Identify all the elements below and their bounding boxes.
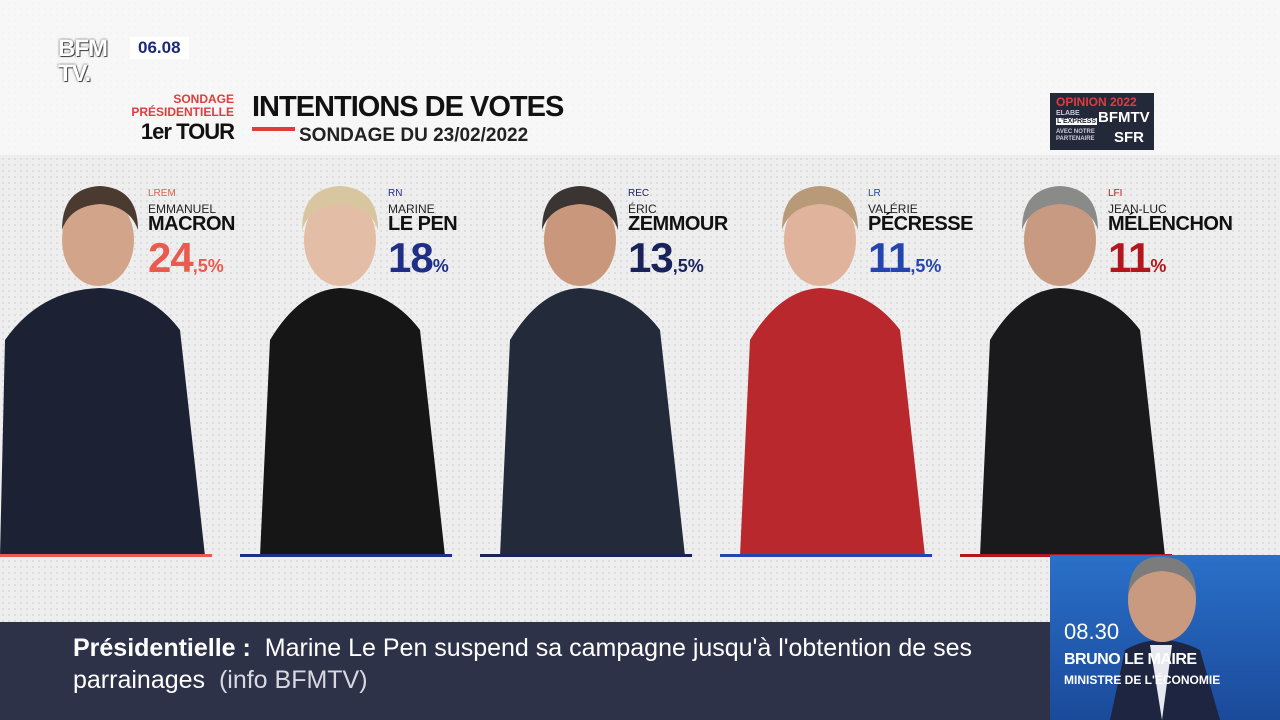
guest-role: MINISTRE DE L'ÉCONOMIE [1064,673,1221,687]
party: REC [628,188,650,199]
score-whole: 18 [388,234,434,281]
underline [0,554,212,557]
score: 13,5% [628,234,704,282]
party: LR [868,188,881,199]
subtitle: SONDAGE DU 23/02/2022 [299,125,529,146]
score: 11,5% [868,234,941,282]
inset-time: 08.30 [1064,619,1120,644]
candidate-photo [740,186,925,556]
score-rest: % [432,256,449,276]
news-ticker: Présidentielle : Marine Le Pen suspend s… [0,622,1050,720]
party: RN [388,188,403,199]
first-name: VALÉRIE [868,202,918,216]
candidate-card: RN MARINE LE PEN 18% [240,160,480,560]
badge-label: OPINION 2022 [1056,95,1137,109]
candidate-photo [0,186,205,556]
sponsor: SFR [1114,129,1144,146]
last-name: PÉCRESSE [868,213,973,235]
round-label: 1er TOUR [140,119,235,144]
ticker-source: (info BFMTV) [218,666,368,694]
score-whole: 11 [868,234,911,281]
candidate-photo [500,186,685,556]
survey-label: SONDAGE PRÉSIDENTIELLE [131,92,234,119]
clock: 06.08 [130,37,189,59]
underline [720,554,932,557]
first-name: EMMANUEL [148,202,217,216]
score-rest: ,5% [910,256,942,276]
underline [480,554,692,557]
guest-name: BRUNO LE MAIRE [1064,651,1197,668]
first-name: JEAN-LUC [1108,202,1167,216]
logo-text: BFM [58,35,108,62]
last-name: MÉLENCHON [1108,213,1233,235]
last-name: LE PEN [388,213,458,235]
score: 24,5% [148,234,224,282]
candidate-card: LFI JEAN-LUC MÉLENCHON 11% [960,160,1233,560]
accent-bar [252,127,295,131]
channel-logo: BFM TV. [58,36,124,92]
partner-badge: OPINION 2022 ELABE L'EXPRESS BFMTV AVEC … [1050,93,1154,150]
score: 11% [1108,234,1166,282]
last-name: ZEMMOUR [628,213,728,235]
ticker-text: Présidentielle : Marine Le Pen suspend s… [73,632,1033,696]
pollster: ELABE [1056,110,1080,117]
channel-name: BFMTV [1098,109,1150,126]
ticker-label: Présidentielle : [73,634,251,662]
score-whole: 13 [628,234,674,281]
party: LREM [148,188,176,199]
score-rest: ,5% [192,256,224,276]
candidate-card: LR VALÉRIE PÉCRESSE 11,5% [720,160,973,560]
ticker-headline: Marine Le Pen suspend sa campagne jusqu'… [73,634,973,694]
inset-video: 08.30 BRUNO LE MAIRE MINISTRE DE L'ÉCONO… [1050,555,1280,720]
logo-text: TV. [58,60,91,87]
underline [240,554,452,557]
title: INTENTIONS DE VOTES [252,91,564,123]
inset-figure [1110,556,1220,720]
party: LFI [1108,188,1123,199]
score-whole: 24 [148,234,194,281]
candidate-photo [260,186,445,556]
score-rest: % [1150,256,1167,276]
first-name: ÉRIC [628,202,657,216]
candidate-card: LREM EMMANUEL MACRON 24,5% [0,160,240,560]
score-whole: 11 [1108,234,1151,281]
magazine: L'EXPRESS [1056,118,1098,125]
score-rest: ,5% [672,256,704,276]
candidate-photo [980,186,1165,556]
candidate-card: REC ÉRIC ZEMMOUR 13,5% [480,160,728,560]
partner-note: AVEC NOTRE PARTENAIRE [1056,129,1095,142]
score: 18% [388,234,449,282]
first-name: MARINE [388,202,435,216]
last-name: MACRON [148,213,236,235]
